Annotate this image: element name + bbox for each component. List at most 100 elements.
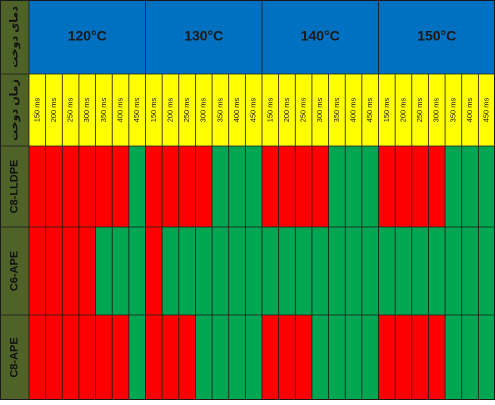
- heatmap-cell: [62, 227, 80, 315]
- heatmap-cell: [278, 146, 296, 227]
- heatmap-cell: [328, 227, 346, 315]
- heatmap-cell: [328, 146, 346, 227]
- heatmap-cell: [262, 227, 279, 315]
- time-tick-label: 350 ms: [99, 97, 108, 122]
- heatmap-cell: [478, 315, 495, 400]
- heatmap-cell: [78, 146, 96, 227]
- heatmap-cell: [128, 315, 146, 400]
- time-tick-label: 300 ms: [432, 97, 441, 122]
- time-tick-label: 450 ms: [482, 97, 491, 122]
- time-tick-label: 450 ms: [132, 97, 141, 122]
- heatmap-cell: [62, 315, 80, 400]
- heatmap-cell: [295, 146, 313, 227]
- material-label: C8-APE: [8, 337, 20, 377]
- heatmap-cell: [262, 315, 279, 400]
- heatmap-cell: [378, 146, 396, 227]
- temperature-label: 150°C: [417, 28, 456, 44]
- heatmap-cell: [178, 315, 196, 400]
- heatmap-cell: [212, 227, 230, 315]
- heatmap-cell: [29, 146, 46, 227]
- heatmap-cell: [195, 315, 213, 400]
- heatmap-cell: [278, 315, 296, 400]
- heatmap-cell: [95, 315, 113, 400]
- heatmap-cell: [478, 146, 495, 227]
- heatmap-cell: [411, 146, 429, 227]
- time-tick-label: 450 ms: [365, 97, 374, 122]
- heatmap-cell: [361, 227, 379, 315]
- heatmap-cell: [195, 227, 213, 315]
- time-tick-label: 200 ms: [49, 97, 58, 122]
- time-tick-label: 250 ms: [415, 97, 424, 122]
- temperature-label: 130°C: [184, 28, 223, 44]
- time-tick-label: 150 ms: [149, 97, 158, 122]
- heatmap-cell: [178, 146, 196, 227]
- time-tick-label: 400 ms: [349, 97, 358, 122]
- temperature-row-label: دمای دوخت: [8, 6, 20, 68]
- time-tick-label: 400 ms: [465, 97, 474, 122]
- heatmap-cell: [112, 146, 130, 227]
- heatmap-labels: 120°C 130°C 140°C 150°C 150 ms 200 ms 250 ms 30…: [8, 6, 490, 378]
- heatmap-cell: [162, 315, 180, 400]
- heatmap-cell: [45, 227, 63, 315]
- heatmap-cell: [29, 315, 46, 400]
- heatmap-cell: [295, 315, 313, 400]
- heatmap-cell: [311, 146, 329, 227]
- time-tick-label: 450 ms: [249, 97, 258, 122]
- temperature-label: 120°C: [68, 28, 107, 44]
- heatmap-cell: [245, 315, 263, 400]
- heatmap-cell: [128, 146, 146, 227]
- time-tick-label: 250 ms: [299, 97, 308, 122]
- heatmap-cell: [195, 146, 213, 227]
- heatmap-cell: [78, 227, 96, 315]
- time-row-label: زمان دوخت: [8, 79, 20, 141]
- heatmap-cell: [212, 146, 230, 227]
- heatmap-cell: [428, 146, 446, 227]
- time-tick-label: 350 ms: [215, 97, 224, 122]
- heatmap-cell: [295, 227, 313, 315]
- time-tick-label: 400 ms: [116, 97, 125, 122]
- heatmap-cell: [378, 315, 396, 400]
- heatmap-cell: [145, 315, 163, 400]
- heatmap-cell: [95, 227, 113, 315]
- heatmap-cell: [128, 227, 146, 315]
- heatmap-cell: [411, 315, 429, 400]
- heatmap-cell: [145, 146, 163, 227]
- heatmap-cell: [445, 146, 463, 227]
- time-tick-label: 250 ms: [66, 97, 75, 122]
- heatmap-cell: [262, 146, 279, 227]
- temperature-label: 140°C: [301, 28, 340, 44]
- time-tick-label: 300 ms: [199, 97, 208, 122]
- heatmap-cell: [62, 146, 80, 227]
- heatmap-cell: [328, 315, 346, 400]
- heatmap-cell: [228, 227, 246, 315]
- heatmap-cell: [95, 146, 113, 227]
- heatmap-cell: [311, 315, 329, 400]
- heatmap-cell: [45, 146, 63, 227]
- time-tick-label: 350 ms: [448, 97, 457, 122]
- material-label: C6-APE: [8, 251, 20, 291]
- heatmap-cell: [228, 315, 246, 400]
- time-tick-label: 200 ms: [165, 97, 174, 122]
- heatmap-cell: [361, 146, 379, 227]
- time-tick-label: 300 ms: [82, 97, 91, 122]
- heatmap-cell: [78, 315, 96, 400]
- heatmap-cell: [245, 146, 263, 227]
- heatmap-cell: [162, 146, 180, 227]
- time-tick-label: 300 ms: [315, 97, 324, 122]
- heatmap-cell: [411, 227, 429, 315]
- heatmap-cell: [212, 315, 230, 400]
- heatmap-cells: [29, 146, 495, 400]
- time-tick-label: 150 ms: [32, 97, 41, 122]
- heatmap-cell: [112, 227, 130, 315]
- heatmap-cell: [361, 315, 379, 400]
- heatmap-cell: [445, 227, 463, 315]
- heatmap-cell: [162, 227, 180, 315]
- heatmap-cell: [178, 227, 196, 315]
- time-tick-label: 350 ms: [332, 97, 341, 122]
- heatmap-cell: [345, 315, 363, 400]
- heatmap-cell: [395, 227, 413, 315]
- heatmap-cell: [345, 227, 363, 315]
